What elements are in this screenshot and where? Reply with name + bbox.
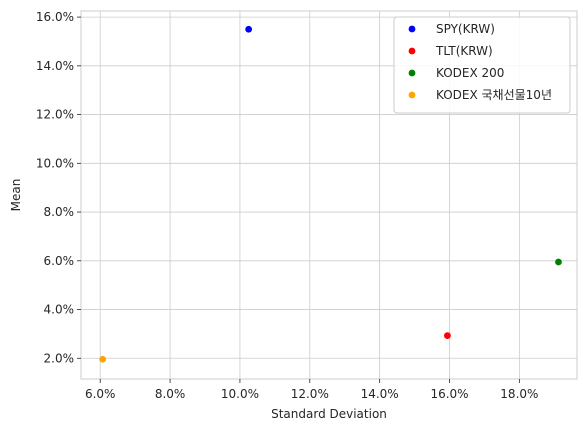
data-points: [99, 25, 562, 363]
legend-label: SPY(KRW): [436, 22, 495, 36]
y-tick-label: 14.0%: [36, 59, 74, 73]
y-axis-label: Mean: [9, 179, 23, 212]
x-axis-label: Standard Deviation: [271, 407, 387, 421]
y-tick-label: 2.0%: [44, 351, 75, 365]
legend-marker: [408, 25, 416, 33]
x-tick-label: 18.0%: [500, 387, 538, 401]
x-tick-label: 14.0%: [361, 387, 399, 401]
x-tick-label: 12.0%: [291, 387, 329, 401]
legend-marker: [408, 69, 416, 77]
legend-label: KODEX 200: [436, 66, 504, 80]
legend-label: KODEX 국채선물10년: [436, 88, 552, 102]
x-tick-label: 10.0%: [221, 387, 259, 401]
y-axis: 2.0% 4.0% 6.0% 8.0% 10.0% 12.0% 14.0% 16.0%: [36, 10, 81, 365]
y-tick-label: 6.0%: [44, 254, 75, 268]
data-point: [555, 258, 562, 266]
plot-area: [80, 10, 578, 380]
legend-marker: [408, 91, 416, 99]
legend: SPY(KRW) TLT(KRW) KODEX 200 KODEX 국채선물10년: [393, 16, 571, 114]
legend-marker: [408, 47, 416, 55]
x-axis: 6.0% 8.0% 10.0% 12.0% 14.0% 16.0% 18.0%: [85, 379, 538, 401]
data-point: [99, 355, 107, 363]
y-tick-label: 4.0%: [44, 303, 75, 317]
legend-label: TLT(KRW): [435, 44, 493, 58]
x-tick-label: 16.0%: [430, 387, 468, 401]
legend-box: [393, 16, 571, 114]
x-tick-label: 6.0%: [85, 387, 116, 401]
y-tick-label: 10.0%: [36, 156, 74, 170]
y-tick-label: 8.0%: [44, 205, 75, 219]
data-point: [444, 332, 451, 340]
y-tick-label: 16.0%: [36, 10, 74, 24]
x-tick-label: 8.0%: [155, 387, 186, 401]
y-tick-label: 12.0%: [36, 108, 74, 122]
data-point: [245, 25, 253, 33]
